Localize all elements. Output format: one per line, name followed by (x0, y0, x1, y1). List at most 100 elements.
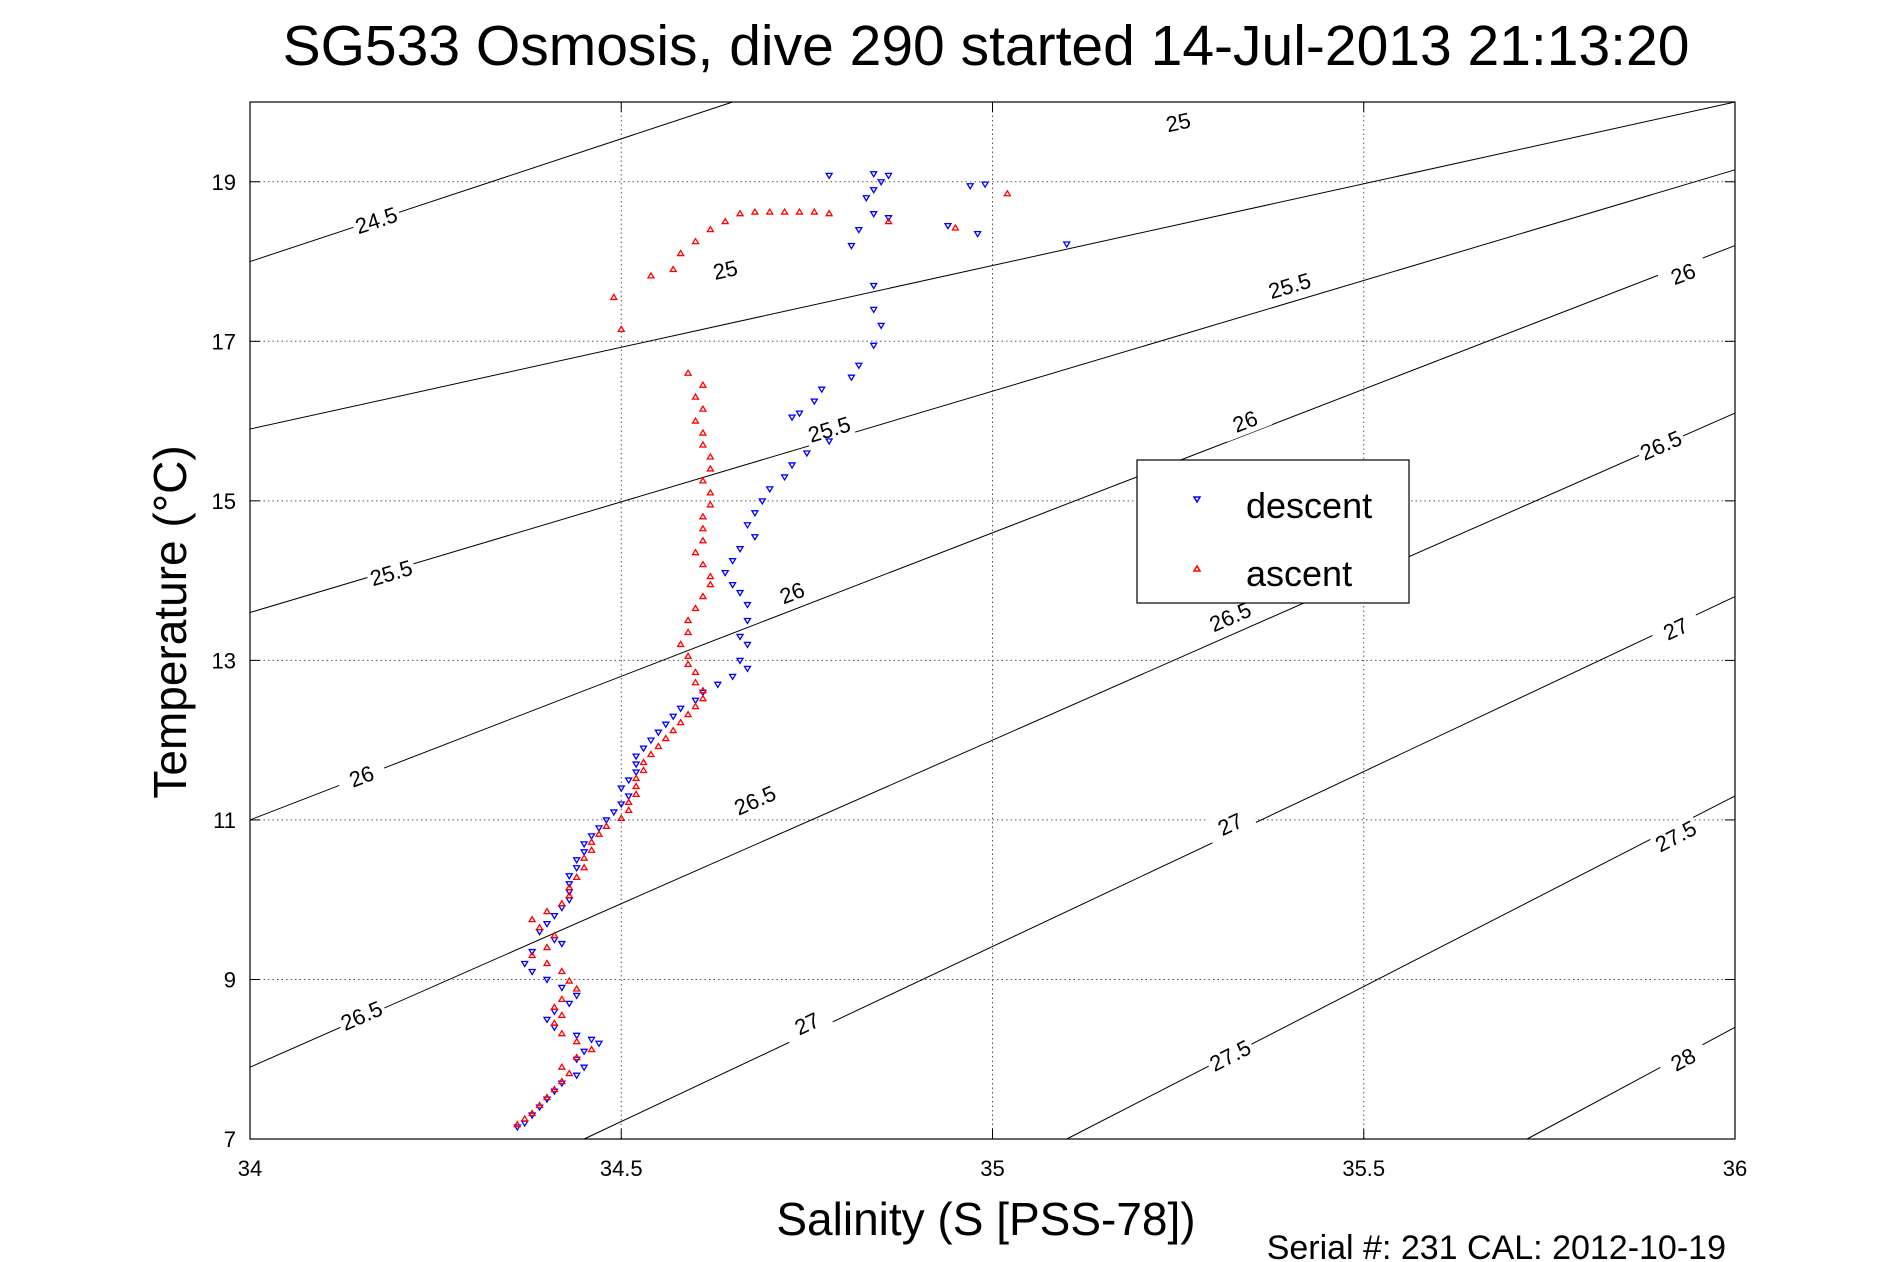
x-tick-label: 34 (238, 1156, 262, 1181)
descent-point (743, 601, 752, 609)
descent-point (565, 881, 574, 889)
descent-point (528, 968, 537, 976)
descent-point (854, 362, 863, 370)
ascent-point (587, 1045, 596, 1053)
density-label-background (1262, 266, 1317, 305)
descent-point (572, 992, 581, 1000)
density-contour-line (249, 101, 733, 263)
density-label-background (802, 409, 856, 449)
descent-point (743, 522, 752, 530)
descent-point (631, 753, 641, 761)
ascent-point (565, 976, 574, 984)
density-label-background (1648, 606, 1703, 651)
ascent-point (698, 404, 708, 412)
descent-point (594, 825, 604, 833)
descent-point (854, 226, 863, 234)
descent-point (735, 657, 745, 665)
ascent-point (557, 899, 566, 907)
ascent-point (706, 225, 715, 233)
y-axis-label: Temperature (°C) (144, 445, 196, 798)
descent-point (869, 211, 878, 218)
density-label-background (1655, 1036, 1711, 1083)
descent-point (617, 801, 626, 809)
descent-point (743, 617, 752, 625)
descent-point (579, 849, 589, 857)
descent-point (646, 737, 656, 745)
descent-point (758, 498, 767, 506)
descent-point (825, 172, 834, 180)
density-contour-line (249, 169, 1736, 614)
descent-point (817, 386, 826, 394)
ascent-point (691, 548, 700, 556)
descent-point (587, 833, 596, 841)
descent-point (810, 398, 819, 406)
ascent-point (572, 1037, 581, 1045)
descent-point (884, 172, 893, 180)
ascent-point (542, 1093, 552, 1101)
descent-point (728, 581, 737, 589)
ascent-point (691, 668, 700, 675)
ascent-point (698, 512, 708, 520)
ascent-point (669, 265, 678, 273)
ascent-point (535, 1101, 544, 1109)
ascent-point (691, 702, 700, 710)
ascent-point (676, 249, 685, 257)
ascent-point (825, 209, 834, 217)
axis-ticks: 34 34.5 35 35.5 36 7 9 11 13 15 17 19 (212, 102, 1747, 1181)
ascent-point (646, 750, 656, 758)
descent-point (876, 179, 886, 187)
descent-point (750, 534, 760, 542)
density-label-background (1648, 813, 1703, 859)
ascent-point (557, 967, 566, 975)
descent-point (550, 912, 559, 920)
descent-point (795, 410, 804, 418)
descent-point (542, 1016, 552, 1024)
descent-point (624, 777, 633, 785)
descent-point (728, 673, 737, 681)
ascent-point (1003, 189, 1012, 197)
descent-point (750, 510, 760, 518)
data-points (513, 171, 1071, 1132)
legend-marker-ascent (1192, 564, 1202, 572)
descent-point (735, 633, 745, 641)
ascent-point (765, 207, 774, 215)
descent-point (669, 713, 678, 721)
descent-point (1062, 241, 1071, 249)
descent-point (631, 769, 641, 777)
descent-point (787, 414, 797, 422)
ascent-point (572, 873, 581, 881)
density-contour-line (1066, 795, 1736, 1140)
x-tick-label: 35.5 (1342, 1156, 1385, 1181)
descent-point (602, 817, 611, 825)
ascent-point (565, 883, 574, 891)
descent-point (847, 374, 856, 382)
ascent-point (579, 863, 589, 871)
ascent-point (698, 592, 708, 600)
ascent-point (550, 1003, 559, 1011)
ascent-point (951, 223, 960, 231)
ascent-point (557, 1077, 566, 1085)
ascent-point (683, 628, 693, 636)
ascent-point (698, 380, 708, 388)
ascent-point (602, 822, 611, 829)
legend-marker-descent (1192, 496, 1202, 504)
descent-point (735, 546, 745, 553)
descent-point (624, 793, 633, 801)
descent-point (639, 745, 648, 753)
descent-point (825, 438, 834, 446)
descent-point (721, 569, 730, 577)
ascent-point (683, 368, 693, 376)
ascent-point (698, 476, 708, 484)
descent-point (654, 729, 663, 737)
serial-cal-footer: Serial #: 231 CAL: 2012-10-19 (1267, 1229, 1726, 1262)
ascent-point (691, 604, 700, 612)
y-tick-label: 13 (212, 648, 236, 673)
ascent-point (587, 845, 596, 853)
descent-point (876, 322, 886, 330)
descent-point (713, 681, 722, 689)
descent-point (765, 486, 774, 494)
descent-point (617, 785, 626, 793)
descent-point (579, 1064, 589, 1072)
descent-point (572, 1072, 581, 1080)
descent-point (528, 948, 537, 956)
